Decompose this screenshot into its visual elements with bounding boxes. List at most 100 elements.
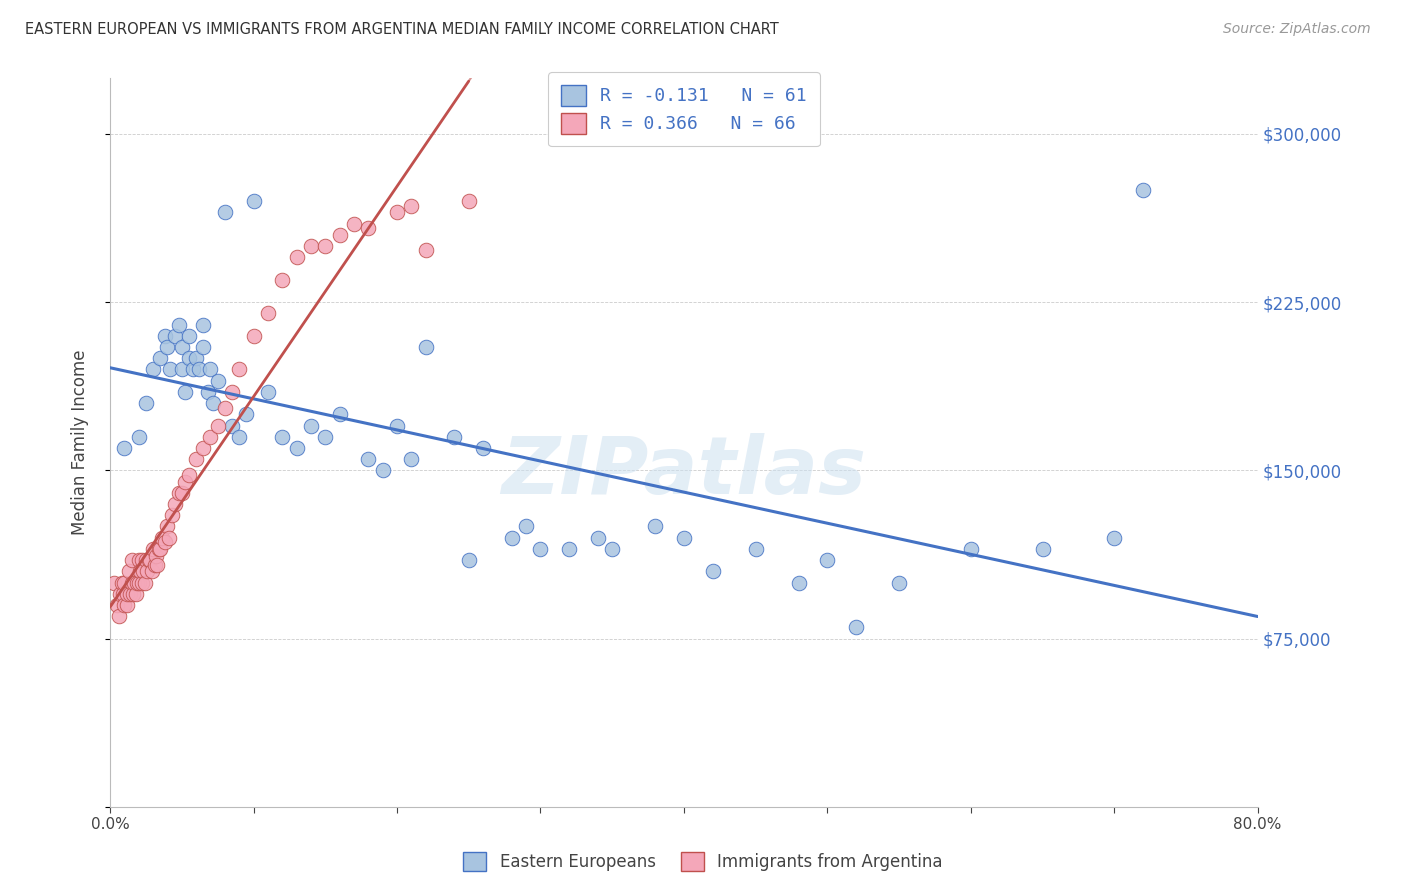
Point: [186, 452, 208, 467]
Point: [121, 575, 143, 590]
Point: [160, 508, 183, 523]
Point: [285, 441, 308, 455]
Point: [257, 306, 280, 320]
Point: [672, 531, 695, 545]
Point: [314, 430, 336, 444]
Point: [257, 384, 280, 399]
Point: [271, 273, 294, 287]
Point: [149, 351, 172, 366]
Point: [329, 407, 352, 421]
Point: [141, 565, 163, 579]
Point: [457, 194, 479, 208]
Point: [128, 553, 150, 567]
Point: [136, 565, 159, 579]
Point: [744, 541, 766, 556]
Point: [125, 587, 148, 601]
Point: [117, 598, 139, 612]
Point: [163, 497, 186, 511]
Point: [314, 239, 336, 253]
Point: [105, 598, 128, 612]
Point: [163, 328, 186, 343]
Point: [845, 620, 868, 634]
Point: [112, 598, 135, 612]
Point: [120, 587, 142, 601]
Point: [128, 430, 150, 444]
Point: [167, 318, 190, 332]
Point: [299, 418, 322, 433]
Point: [787, 575, 810, 590]
Point: [242, 194, 264, 208]
Point: [214, 401, 236, 415]
Point: [170, 485, 193, 500]
Point: [128, 575, 150, 590]
Point: [357, 452, 380, 467]
Legend: Eastern Europeans, Immigrants from Argentina: Eastern Europeans, Immigrants from Argen…: [454, 843, 952, 880]
Point: [159, 362, 181, 376]
Point: [887, 575, 910, 590]
Point: [228, 362, 250, 376]
Point: [207, 374, 229, 388]
Point: [457, 553, 479, 567]
Point: [173, 475, 195, 489]
Point: [271, 430, 294, 444]
Point: [117, 587, 139, 601]
Point: [142, 541, 165, 556]
Text: Source: ZipAtlas.com: Source: ZipAtlas.com: [1223, 22, 1371, 37]
Point: [1102, 531, 1125, 545]
Point: [193, 340, 215, 354]
Point: [186, 351, 208, 366]
Point: [1132, 183, 1154, 197]
Point: [181, 362, 204, 376]
Point: [112, 575, 135, 590]
Point: [242, 328, 264, 343]
Point: [127, 575, 149, 590]
Point: [214, 205, 236, 219]
Point: [343, 217, 366, 231]
Point: [200, 362, 222, 376]
Point: [132, 565, 155, 579]
Point: [138, 553, 160, 567]
Point: [135, 396, 157, 410]
Point: [153, 328, 176, 343]
Point: [529, 541, 551, 556]
Point: [285, 250, 308, 264]
Point: [329, 227, 352, 242]
Point: [385, 205, 408, 219]
Point: [111, 587, 134, 601]
Point: [107, 609, 129, 624]
Point: [156, 519, 179, 533]
Point: [148, 541, 170, 556]
Point: [112, 441, 135, 455]
Point: [108, 587, 131, 601]
Point: [131, 575, 153, 590]
Point: [472, 441, 495, 455]
Point: [385, 418, 408, 433]
Point: [146, 558, 169, 572]
Point: [170, 340, 193, 354]
Point: [600, 541, 623, 556]
Point: [415, 244, 437, 258]
Point: [221, 384, 243, 399]
Point: [371, 463, 394, 477]
Point: [135, 553, 157, 567]
Point: [121, 553, 143, 567]
Point: [131, 553, 153, 567]
Point: [103, 575, 125, 590]
Point: [177, 467, 200, 482]
Point: [129, 565, 152, 579]
Point: [124, 575, 146, 590]
Point: [235, 407, 257, 421]
Point: [142, 362, 165, 376]
Point: [357, 221, 380, 235]
Point: [193, 441, 215, 455]
Point: [153, 535, 176, 549]
Point: [118, 565, 141, 579]
Legend: R = -0.131   N = 61, R = 0.366   N = 66: R = -0.131 N = 61, R = 0.366 N = 66: [548, 72, 820, 146]
Text: ZIPatlas: ZIPatlas: [502, 433, 866, 510]
Point: [299, 239, 322, 253]
Point: [702, 565, 724, 579]
Point: [177, 328, 200, 343]
Y-axis label: Median Family Income: Median Family Income: [72, 350, 89, 535]
Point: [1031, 541, 1053, 556]
Point: [221, 418, 243, 433]
